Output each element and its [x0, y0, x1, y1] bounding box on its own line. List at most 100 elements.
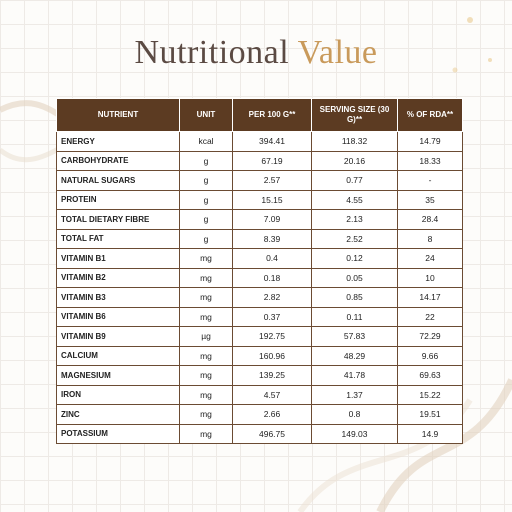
table-cell: 0.37	[232, 306, 312, 327]
title-word: Nutritional	[134, 34, 290, 71]
table-row: ZINC mg 2.66 0.8 19.51	[56, 404, 463, 425]
table-cell: mg	[179, 345, 233, 366]
table-cell: 14.79	[397, 131, 463, 152]
table-cell: mg	[179, 267, 233, 288]
table-cell: mg	[179, 248, 233, 269]
nutrition-table: NUTRIENT UNIT PER 100 G** SERVING SIZE (30 …	[56, 98, 463, 444]
table-cell: 0.05	[311, 267, 398, 288]
table-cell: mg	[179, 404, 233, 425]
table-cell: 118.32	[311, 131, 398, 152]
table-cell: kcal	[179, 131, 233, 152]
table-cell: VITAMIN B9	[56, 326, 180, 347]
table-cell: 19.51	[397, 404, 463, 425]
column-header: NUTRIENT	[56, 98, 180, 132]
table-cell: 35	[397, 189, 463, 210]
table-cell: mg	[179, 423, 233, 444]
table-cell: g	[179, 189, 233, 210]
table-cell: 7.09	[232, 209, 312, 230]
table-cell: CALCIUM	[56, 345, 180, 366]
table-row: ENERGY kcal 394.41 118.32 14.79	[56, 131, 463, 152]
header-row: NUTRIENT UNIT PER 100 G** SERVING SIZE (30 …	[56, 98, 463, 132]
table-cell: 496.75	[232, 423, 312, 444]
table-cell: g	[179, 228, 233, 249]
table-cell: 0.4	[232, 248, 312, 269]
table-cell: 0.77	[311, 170, 398, 191]
table-row: TOTAL FAT g 8.39 2.52 8	[56, 228, 463, 249]
table-cell: 20.16	[311, 150, 398, 171]
table-cell: 1.37	[311, 384, 398, 405]
table-cell: 2.82	[232, 287, 312, 308]
table-cell: 149.03	[311, 423, 398, 444]
table-cell: 15.22	[397, 384, 463, 405]
table-cell: 9.66	[397, 345, 463, 366]
title-word: Value	[297, 34, 378, 71]
table-cell: POTASSIUM	[56, 423, 180, 444]
table-cell: 15.15	[232, 189, 312, 210]
table-cell: 48.29	[311, 345, 398, 366]
table-cell: 192.75	[232, 326, 312, 347]
table-cell: TOTAL DIETARY FIBRE	[56, 209, 180, 230]
table-cell: IRON	[56, 384, 180, 405]
table-cell: mg	[179, 306, 233, 327]
table-cell: g	[179, 150, 233, 171]
table-cell: NATURAL SUGARS	[56, 170, 180, 191]
table-cell: 69.63	[397, 365, 463, 386]
table-cell: 2.57	[232, 170, 312, 191]
table-row: PROTEIN g 15.15 4.55 35	[56, 189, 463, 210]
table-cell: 14.9	[397, 423, 463, 444]
table-cell: g	[179, 209, 233, 230]
table-cell: 41.78	[311, 365, 398, 386]
table-cell: 18.33	[397, 150, 463, 171]
table-row: CALCIUM mg 160.96 48.29 9.66	[56, 345, 463, 366]
table-row: IRON mg 4.57 1.37 15.22	[56, 384, 463, 405]
table-row: VITAMIN B6 mg 0.37 0.11 22	[56, 306, 463, 327]
table-cell: 4.55	[311, 189, 398, 210]
table-row: VITAMIN B2 mg 0.18 0.05 10	[56, 267, 463, 288]
table-cell: mg	[179, 287, 233, 308]
table-row: VITAMIN B1 mg 0.4 0.12 24	[56, 248, 463, 269]
table-cell: 394.41	[232, 131, 312, 152]
table-row: VITAMIN B3 mg 2.82 0.85 14.17	[56, 287, 463, 308]
table-cell: CARBOHYDRATE	[56, 150, 180, 171]
table-row: VITAMIN B9 µg 192.75 57.83 72.29	[56, 326, 463, 347]
table-cell: 24	[397, 248, 463, 269]
table-cell: VITAMIN B2	[56, 267, 180, 288]
table-cell: 10	[397, 267, 463, 288]
table-cell: VITAMIN B6	[56, 306, 180, 327]
column-header: % OF RDA**	[397, 98, 463, 132]
column-header: UNIT	[179, 98, 233, 132]
table-cell: ENERGY	[56, 131, 180, 152]
table-cell: VITAMIN B3	[56, 287, 180, 308]
table-cell: 14.17	[397, 287, 463, 308]
table-cell: mg	[179, 365, 233, 386]
table-cell: g	[179, 170, 233, 191]
table-row: CARBOHYDRATE g 67.19 20.16 18.33	[56, 150, 463, 171]
table-cell: 160.96	[232, 345, 312, 366]
table-cell: 57.83	[311, 326, 398, 347]
title: Nutritional Value	[0, 34, 512, 72]
table-cell: 2.66	[232, 404, 312, 425]
table-cell: mg	[179, 384, 233, 405]
table-row: NATURAL SUGARS g 2.57 0.77-	[56, 170, 463, 191]
table-cell: 2.13	[311, 209, 398, 230]
column-header: SERVING SIZE (30 G)**	[311, 98, 398, 132]
table-cell: 139.25	[232, 365, 312, 386]
table-cell: MAGNESIUM	[56, 365, 180, 386]
table-cell: 67.19	[232, 150, 312, 171]
table-cell: 2.52	[311, 228, 398, 249]
table-cell: 28.4	[397, 209, 463, 230]
table-cell: ZINC	[56, 404, 180, 425]
table-cell: VITAMIN B1	[56, 248, 180, 269]
table-cell: 0.8	[311, 404, 398, 425]
table-cell: 72.29	[397, 326, 463, 347]
table-cell: µg	[179, 326, 233, 347]
table-cell: 0.85	[311, 287, 398, 308]
table-row: TOTAL DIETARY FIBRE g 7.09 2.13 28.4	[56, 209, 463, 230]
table-cell: -	[397, 170, 463, 191]
table-cell: TOTAL FAT	[56, 228, 180, 249]
table-cell: 8	[397, 228, 463, 249]
table-cell: 4.57	[232, 384, 312, 405]
table-cell: 22	[397, 306, 463, 327]
table-cell: PROTEIN	[56, 189, 180, 210]
